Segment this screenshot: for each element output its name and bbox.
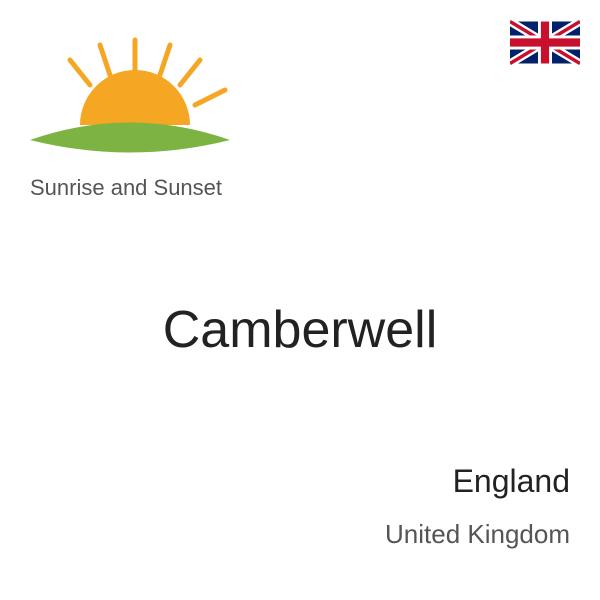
region-name: England — [453, 463, 570, 500]
country-name: United Kingdom — [385, 519, 570, 550]
city-name: Camberwell — [0, 300, 600, 360]
sunrise-logo — [20, 30, 240, 170]
sunrise-logo-svg — [20, 30, 240, 170]
union-jack-svg — [510, 20, 580, 65]
tagline-text: Sunrise and Sunset — [30, 175, 222, 201]
uk-flag-icon — [510, 20, 580, 65]
